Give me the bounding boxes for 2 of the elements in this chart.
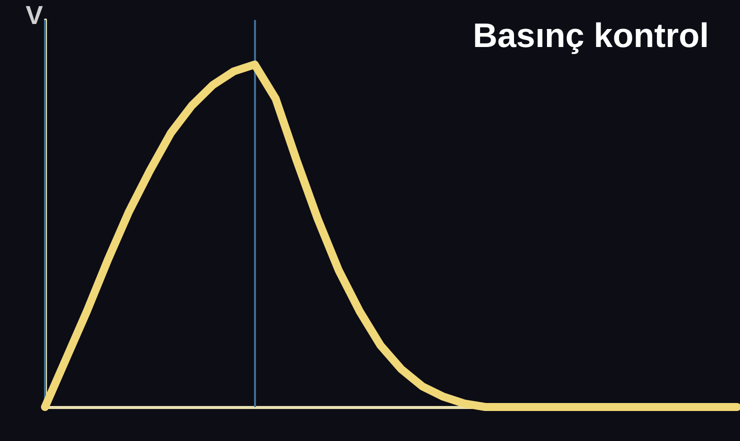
chart-title: Basınç kontrol	[472, 17, 710, 55]
y-axis-title: V	[26, 0, 44, 30]
